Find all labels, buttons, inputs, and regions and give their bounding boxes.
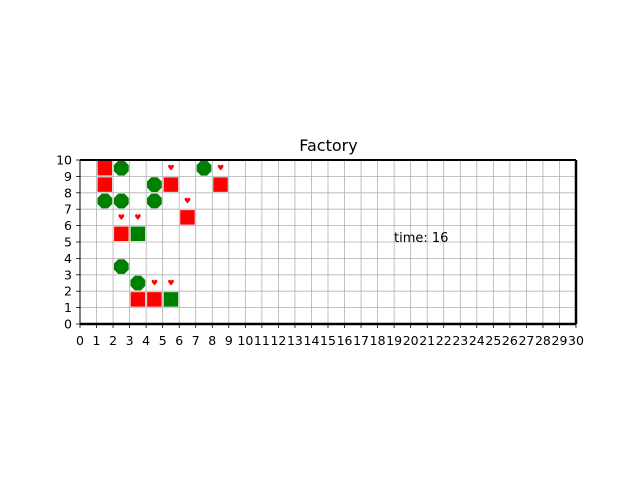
red-square-tile xyxy=(163,177,179,192)
x-tick-label: 29 xyxy=(552,333,568,348)
red-square-tile xyxy=(114,226,129,242)
y-tick-label: 9 xyxy=(64,169,72,184)
x-tick-label: 16 xyxy=(337,333,353,348)
time-counter: time: 16 xyxy=(394,231,448,246)
grid-lines xyxy=(79,159,577,325)
green-octagon-token xyxy=(113,259,129,274)
green-octagon-token xyxy=(97,193,113,209)
y-tick-label: 2 xyxy=(64,284,72,299)
x-tick-label: 10 xyxy=(237,333,253,348)
y-tick-label: 6 xyxy=(64,218,72,233)
x-tick-label: 11 xyxy=(254,333,270,348)
y-tick-label: 8 xyxy=(64,185,72,200)
x-tick-label: 30 xyxy=(568,333,584,348)
x-tick-label: 2 xyxy=(109,333,117,348)
x-tick-label: 25 xyxy=(485,333,501,348)
y-tick-label: 7 xyxy=(64,202,72,217)
x-tick-label: 14 xyxy=(304,333,320,348)
x-tick-label: 15 xyxy=(320,333,336,348)
factory-tiles: ♥ ♥ ♥ ♥ ♥ ♥ ♥ xyxy=(97,160,228,307)
y-tick-label: 0 xyxy=(64,317,72,332)
x-tick-label: 22 xyxy=(436,333,452,348)
red-square-tile xyxy=(147,292,162,307)
heart-icon: ♥ xyxy=(217,164,224,173)
y-tick-label: 4 xyxy=(64,251,72,266)
x-tick-label: 19 xyxy=(386,333,402,348)
heart-icon: ♥ xyxy=(151,279,158,288)
x-tick-label: 20 xyxy=(403,333,419,348)
x-tick-label: 3 xyxy=(126,333,134,348)
green-octagon-token xyxy=(196,160,212,176)
x-tick-label: 1 xyxy=(93,333,101,348)
plot-title: Factory xyxy=(299,136,357,155)
heart-icon: ♥ xyxy=(118,213,125,222)
x-tick-label: 9 xyxy=(225,333,233,348)
heart-icon: ♥ xyxy=(167,164,174,173)
green-octagon-token xyxy=(147,193,162,209)
x-axis: 0 1 2 3 4 5 6 7 8 9 10 11 12 13 14 15 16 17 18 19 20 21 22 23 24… xyxy=(76,324,584,348)
x-tick-label: 18 xyxy=(370,333,386,348)
x-tick-label: 17 xyxy=(353,333,369,348)
x-tick-label: 6 xyxy=(175,333,183,348)
x-tick-label: 28 xyxy=(535,333,551,348)
y-tick-label: 3 xyxy=(64,267,72,282)
x-tick-label: 27 xyxy=(518,333,534,348)
green-octagon-token xyxy=(113,160,129,176)
y-tick-label: 5 xyxy=(64,235,72,250)
x-tick-label: 12 xyxy=(270,333,286,348)
x-tick-label: 4 xyxy=(142,333,150,348)
x-tick-label: 21 xyxy=(419,333,435,348)
red-square-tile xyxy=(180,210,195,225)
x-tick-label: 8 xyxy=(208,333,216,348)
x-tick-label: 13 xyxy=(287,333,303,348)
heart-icon: ♥ xyxy=(134,213,141,222)
green-octagon-token xyxy=(113,193,129,209)
x-tick-label: 26 xyxy=(502,333,518,348)
x-tick-label: 7 xyxy=(192,333,200,348)
green-square-tile xyxy=(163,292,179,307)
green-square-tile xyxy=(130,226,146,242)
red-square-tile xyxy=(97,177,113,192)
y-tick-label: 1 xyxy=(64,300,72,315)
y-tick-label: 10 xyxy=(56,153,72,168)
x-tick-label: 23 xyxy=(452,333,468,348)
red-square-tile xyxy=(97,160,113,176)
red-square-tile xyxy=(213,177,228,192)
green-octagon-token xyxy=(130,275,146,291)
heart-icon: ♥ xyxy=(167,279,174,288)
x-tick-label: 24 xyxy=(469,333,485,348)
heart-icon: ♥ xyxy=(184,197,191,206)
green-octagon-token xyxy=(147,177,162,192)
x-tick-label: 0 xyxy=(76,333,84,348)
red-square-tile xyxy=(130,292,146,307)
x-tick-label: 5 xyxy=(159,333,167,348)
